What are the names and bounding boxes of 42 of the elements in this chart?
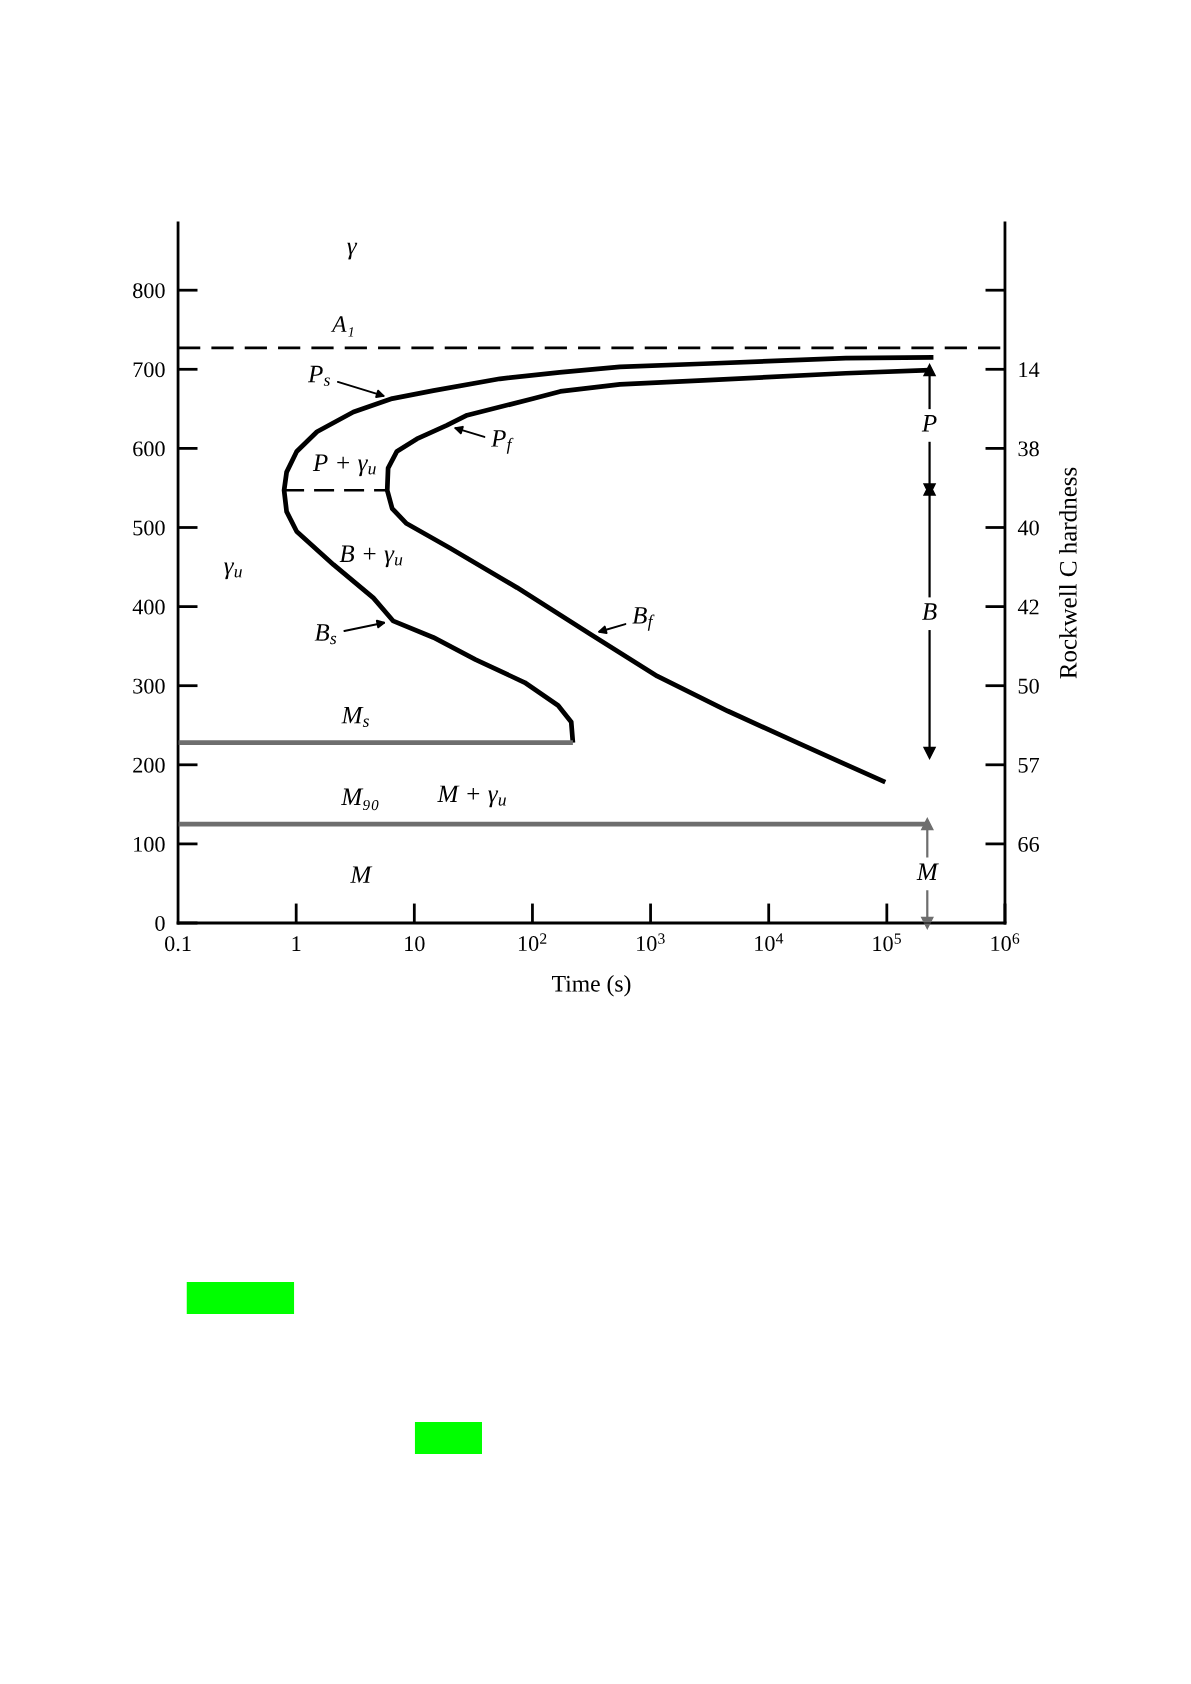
x-tick-label: 1 <box>292 936 301 951</box>
annotation: M + γ$_{u}$ <box>437 785 506 808</box>
category-label: 38 <box>1018 441 1039 457</box>
y-tick-label: 100 <box>134 836 165 852</box>
x-tick-label: 0.1 <box>165 936 191 952</box>
x-tick-label: 10$^{2}$ <box>518 933 547 952</box>
y-tick-label: 400 <box>132 599 165 615</box>
y-tick-label: 500 <box>133 520 165 536</box>
annotation: B + γ$_{u}$ <box>339 545 403 568</box>
annotation: P + γ$_{u}$ <box>312 454 376 477</box>
annotation: B <box>922 603 937 620</box>
y2-axis-title: Rockwell C hardness <box>1059 467 1077 679</box>
category-label: 14 <box>1019 362 1040 378</box>
annotation: M <box>916 863 939 880</box>
annotation: B$_{s}$ <box>314 624 337 645</box>
category-label: 66 <box>1018 836 1040 852</box>
x-tick-label: 10$^{6}$ <box>991 933 1020 952</box>
annotation: P$_{f}$ <box>491 430 514 454</box>
annotation: B$_{f}$ <box>632 607 655 631</box>
ref-line-label: A₁ <box>330 316 354 337</box>
y-tick-label: 800 <box>133 283 165 299</box>
category-label: 50 <box>1018 678 1039 694</box>
x-tick-label: 10$^{3}$ <box>637 933 665 952</box>
annotation: γ$_{u}$ <box>224 562 242 580</box>
x-axis-title: Time (s) <box>552 975 631 997</box>
x-tick-label: 10$^{5}$ <box>873 933 901 952</box>
annotation: P <box>921 415 937 432</box>
annotation: M <box>350 866 373 883</box>
y-tick-label: 200 <box>133 757 165 773</box>
annotation: M₉₀ <box>341 788 379 811</box>
y-tick-label: 600 <box>133 441 165 457</box>
category-label: 40 <box>1017 520 1039 536</box>
annotation: M$_{s}$ <box>341 706 369 727</box>
x-tick-label: 10$^{4}$ <box>755 933 784 951</box>
category-label: 57 <box>1018 757 1040 773</box>
category-label: 42 <box>1017 599 1039 615</box>
annotation: P$_{s}$ <box>307 365 330 386</box>
x-tick-label: 10 <box>405 936 425 952</box>
y-tick-label: 0 <box>155 915 165 931</box>
y-tick-label: 700 <box>133 362 165 378</box>
annotation: γ <box>347 242 358 260</box>
y-tick-label: 300 <box>133 678 165 694</box>
